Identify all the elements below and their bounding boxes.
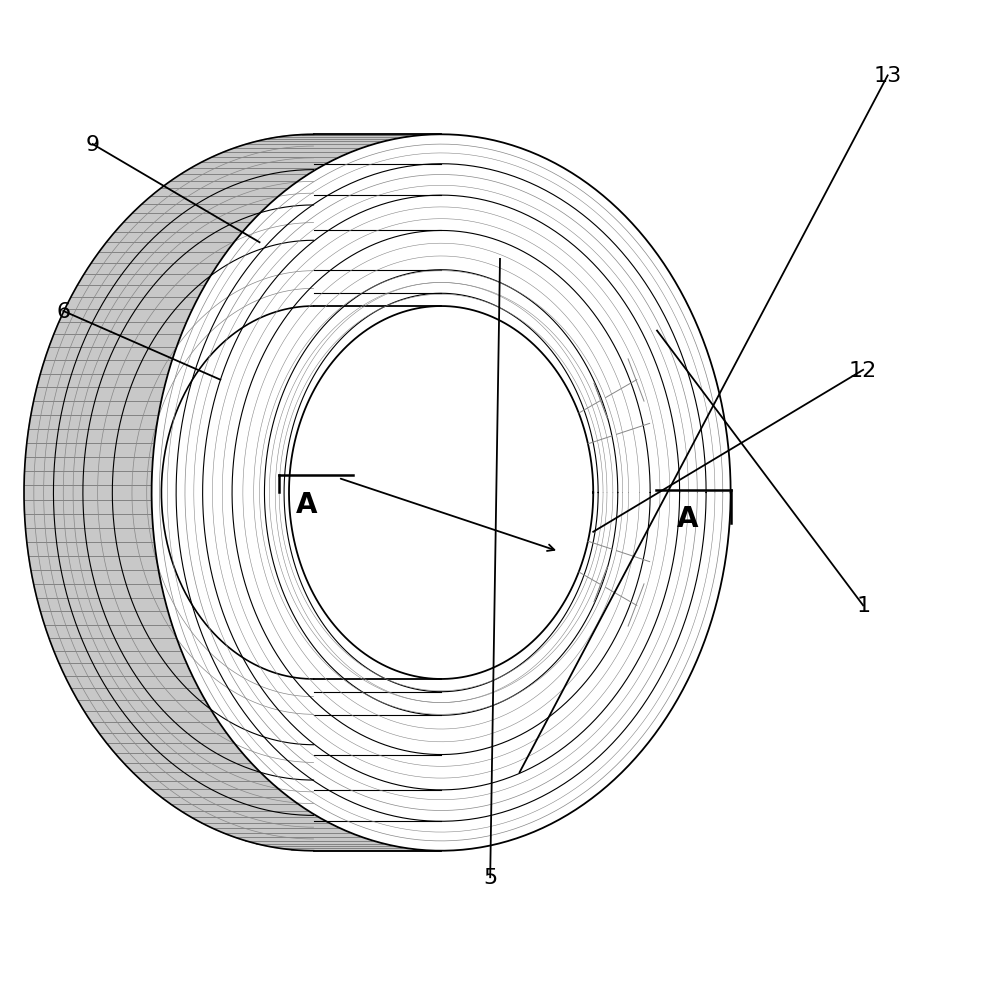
Text: A: A [296, 490, 317, 518]
Text: 1: 1 [856, 596, 870, 615]
Polygon shape [289, 307, 593, 679]
Polygon shape [161, 307, 441, 679]
Text: A: A [677, 505, 699, 532]
Polygon shape [152, 135, 731, 851]
Text: 12: 12 [849, 361, 877, 381]
Text: 6: 6 [56, 302, 70, 321]
Polygon shape [24, 135, 441, 851]
Text: 9: 9 [86, 135, 100, 155]
Text: 5: 5 [483, 868, 497, 887]
Text: 13: 13 [874, 66, 902, 87]
